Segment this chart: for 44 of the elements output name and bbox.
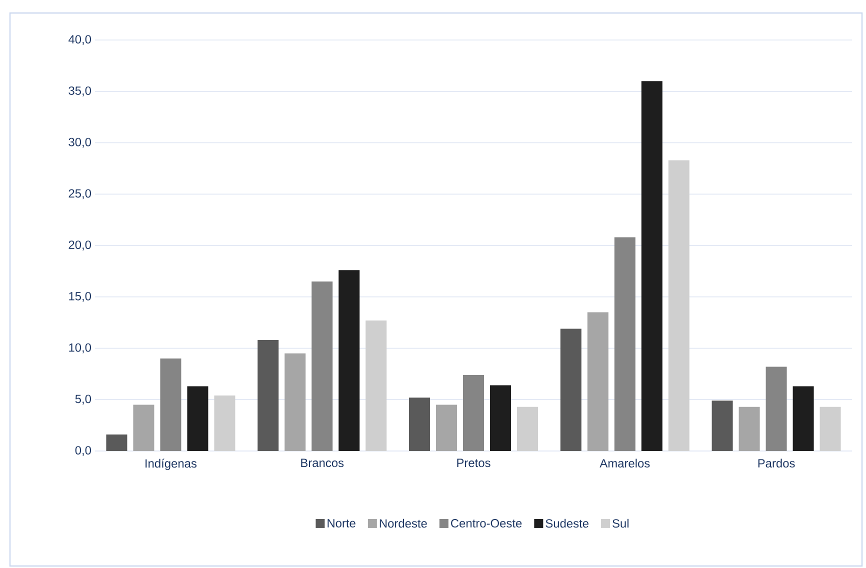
bar (820, 406, 841, 451)
x-tick-label: Brancos (301, 458, 344, 468)
x-tick-label: Amarelos (600, 458, 650, 468)
bar (214, 396, 236, 451)
bar (258, 340, 279, 451)
bar (766, 366, 787, 451)
bar (614, 237, 636, 451)
bar (587, 312, 608, 451)
bar (366, 320, 387, 451)
bar (284, 353, 306, 451)
bar (436, 404, 458, 451)
bar (738, 406, 760, 451)
bar (490, 385, 512, 451)
legend-label: Nordeste (380, 518, 427, 528)
bar (560, 328, 582, 451)
x-tick-label: Pardos (758, 458, 795, 468)
bar (187, 386, 208, 451)
bar (312, 281, 333, 451)
bar (463, 374, 484, 451)
y-tick-label: 10,0 (69, 343, 92, 354)
y-tick-label: 25,0 (68, 189, 92, 200)
legend-label: Sul (612, 518, 628, 528)
bar (517, 406, 538, 451)
bar (712, 400, 733, 451)
x-tick-label: Indígenas (146, 458, 197, 470)
x-tick-label: Pretos (457, 458, 490, 468)
legend-label: Norte (328, 519, 356, 528)
y-tick-label: 20,0 (68, 240, 92, 250)
bar (160, 358, 182, 451)
bar (792, 386, 814, 451)
bar (668, 160, 690, 451)
y-tick-label: 15,0 (69, 292, 92, 302)
y-tick-label: 5,0 (75, 394, 92, 405)
bar (106, 434, 128, 451)
legend-label: Sudeste (546, 518, 588, 528)
y-tick-label: 0,0 (75, 446, 92, 456)
y-tick-label: 35,0 (68, 86, 92, 96)
legend-label: Centro-Oeste (451, 519, 522, 528)
bar (409, 398, 430, 451)
bar (133, 404, 154, 451)
bar (338, 270, 360, 451)
y-tick-label: 30,0 (68, 138, 92, 148)
y-tick-label: 40,0 (68, 35, 92, 45)
bar (641, 81, 662, 451)
